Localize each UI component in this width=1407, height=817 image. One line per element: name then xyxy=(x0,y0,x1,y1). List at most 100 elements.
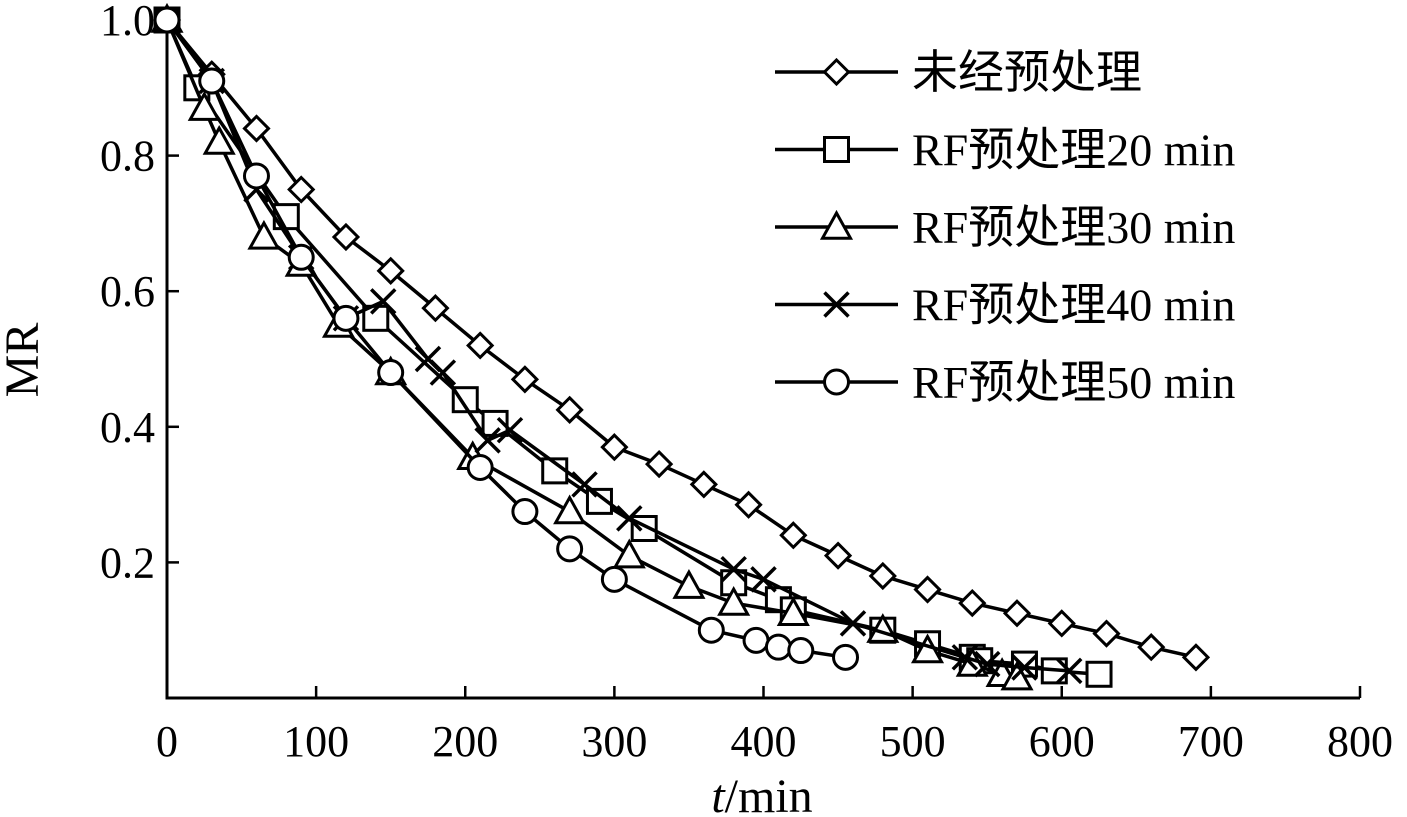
legend-label: RF预处理40 min xyxy=(912,280,1235,331)
y-tick-label: 0.6 xyxy=(100,267,155,316)
data-point-circle xyxy=(332,304,360,332)
data-point-diamond xyxy=(958,588,987,618)
data-point-diamond xyxy=(421,294,450,323)
legend-label: RF预处理20 min xyxy=(912,125,1235,176)
data-point-square xyxy=(1085,660,1113,688)
data-point-diamond xyxy=(1137,633,1166,662)
data-point-circle xyxy=(153,6,181,34)
data-point-triangle xyxy=(776,596,810,626)
legend-label: RF预处理30 min xyxy=(912,202,1235,253)
data-point-x xyxy=(951,644,979,671)
legend-marker-triangle xyxy=(819,209,854,240)
data-point-diamond xyxy=(466,331,495,360)
data-point-circle xyxy=(242,162,270,190)
series-line xyxy=(165,19,1100,677)
data-point-x xyxy=(496,416,524,444)
data-point-diamond xyxy=(600,433,629,462)
data-point-diamond xyxy=(1002,599,1032,628)
x-axis-title: t/min xyxy=(711,770,812,817)
data-point-circle xyxy=(832,643,860,671)
x-tick-label: 800 xyxy=(1327,717,1393,766)
legend-marker-diamond xyxy=(822,57,851,87)
data-point-circle xyxy=(198,67,226,95)
data-point-x xyxy=(1011,654,1038,681)
data-point-diamond xyxy=(376,256,405,285)
series-line xyxy=(165,18,1197,660)
legend-label: 未经预处理 xyxy=(912,47,1142,98)
legend-marker-x xyxy=(823,291,850,318)
data-point-x xyxy=(429,359,457,386)
data-point-triangle xyxy=(612,538,646,569)
data-point-diamond xyxy=(287,175,316,204)
x-tick-label: 400 xyxy=(731,717,797,766)
data-point-diamond xyxy=(1047,609,1076,638)
data-point-diamond xyxy=(644,449,674,479)
series-3 xyxy=(150,2,1034,691)
data-point-diamond xyxy=(242,114,271,143)
data-point-circle xyxy=(600,565,628,593)
series-line xyxy=(165,18,846,660)
legend-item: RF预处理40 min xyxy=(775,280,1235,331)
series-5 xyxy=(153,6,860,671)
legend-marker-square xyxy=(823,136,850,163)
data-point-circle xyxy=(742,626,770,654)
data-point-diamond xyxy=(913,575,942,604)
data-point-diamond xyxy=(555,395,584,424)
x-tick-label: 300 xyxy=(581,717,647,766)
data-point-diamond xyxy=(510,365,540,394)
data-point-x xyxy=(750,566,777,593)
y-axis-title: MR xyxy=(0,323,49,398)
data-point-x xyxy=(720,555,747,583)
data-point-triangle xyxy=(717,585,751,616)
data-point-x xyxy=(973,650,1001,678)
data-point-diamond xyxy=(734,490,763,519)
data-point-triangle xyxy=(553,494,587,525)
axes: 0 100 200 300 400 500 600 700 800 0.2 0.4 0.6 0.8 1.0 xyxy=(100,0,1393,766)
data-point-x xyxy=(839,610,867,637)
data-point-x xyxy=(571,471,598,498)
data-point-triangle xyxy=(247,219,281,250)
legend-item: RF预处理20 min xyxy=(775,125,1235,176)
legend-label: RF预处理50 min xyxy=(912,357,1235,408)
legend: 未经预处理 RF预处理20 min RF预处理30 min RF预处理40 min RF… xyxy=(775,47,1235,408)
x-tick-label: 600 xyxy=(1029,717,1095,766)
data-point-x xyxy=(369,288,397,315)
x-tick-label: 700 xyxy=(1178,717,1244,766)
y-tick-label: 0.8 xyxy=(100,132,155,181)
data-point-diamond xyxy=(1181,643,1211,672)
data-point-circle xyxy=(511,498,539,526)
data-point-diamond xyxy=(823,541,853,570)
series-1 xyxy=(152,5,1211,672)
data-point-diamond xyxy=(689,470,718,499)
data-point-triangle xyxy=(187,91,221,121)
data-point-circle xyxy=(697,616,725,644)
x-axis-title-rest: /min xyxy=(725,770,813,817)
data-point-circle xyxy=(377,359,405,387)
data-point-circle xyxy=(764,633,792,661)
data-point-circle xyxy=(466,453,494,481)
data-point-x xyxy=(474,427,501,454)
x-tick-label: 200 xyxy=(432,717,498,766)
legend-item: 未经预处理 xyxy=(775,47,1142,98)
data-point-triangle xyxy=(202,124,236,155)
data-point-circle xyxy=(287,243,315,271)
x-tick-label: 0 xyxy=(156,717,178,766)
legend-item: RF预处理50 min xyxy=(775,357,1235,408)
data-point-diamond xyxy=(1092,619,1121,648)
data-point-diamond xyxy=(331,222,361,252)
data-point-circle xyxy=(556,535,584,563)
x-tick-label: 500 xyxy=(880,717,946,766)
y-tick-label: 0.2 xyxy=(100,538,155,587)
series-group xyxy=(150,2,1211,691)
data-point-x xyxy=(616,505,643,532)
y-tick-label: 0.4 xyxy=(100,403,155,452)
legend-marker-circle xyxy=(823,368,850,396)
data-point-diamond xyxy=(779,521,808,550)
data-point-triangle xyxy=(672,569,706,599)
x-axis-title-italic: t xyxy=(711,770,726,817)
data-point-diamond xyxy=(868,561,897,591)
x-tick-label: 100 xyxy=(283,717,349,766)
y-tick-label: 1.0 xyxy=(100,0,155,45)
series-2 xyxy=(153,6,1113,688)
